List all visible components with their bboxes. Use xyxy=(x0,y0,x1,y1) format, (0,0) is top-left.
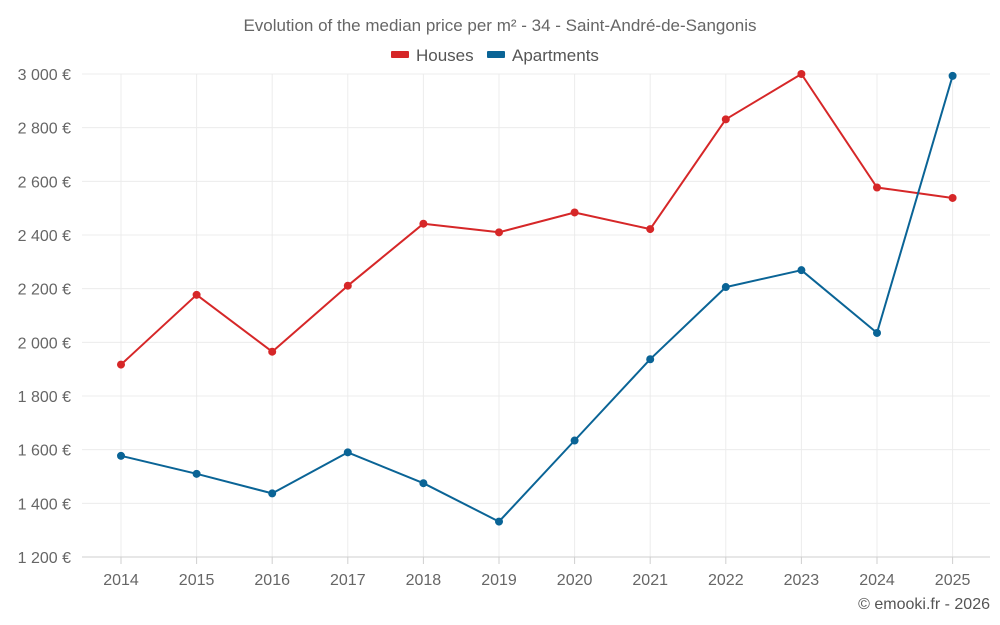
data-point-houses[interactable] xyxy=(873,183,881,192)
data-point-apartments[interactable] xyxy=(192,469,201,478)
x-tick-label: 2022 xyxy=(708,572,744,589)
x-tick-label: 2019 xyxy=(481,572,517,589)
y-tick-label: 1 800 € xyxy=(18,389,71,406)
chart-title: Evolution of the median price per m² - 3… xyxy=(243,16,756,35)
data-point-houses[interactable] xyxy=(797,70,806,78)
data-point-apartments[interactable] xyxy=(873,328,881,337)
legend-label-houses: Houses xyxy=(416,46,474,65)
data-point-houses[interactable] xyxy=(192,290,201,299)
y-tick-label: 1 200 € xyxy=(18,550,71,567)
y-tick-label: 2 000 € xyxy=(18,335,71,352)
y-tick-label: 2 800 € xyxy=(18,121,71,138)
data-point-apartments[interactable] xyxy=(797,266,806,275)
x-tick-label: 2014 xyxy=(103,572,139,589)
x-tick-label: 2023 xyxy=(784,572,820,589)
x-tick-label: 2024 xyxy=(859,572,895,589)
y-tick-label: 2 200 € xyxy=(18,282,71,299)
series-group xyxy=(117,70,957,526)
data-point-apartments[interactable] xyxy=(343,448,352,457)
x-tick-label: 2018 xyxy=(406,572,442,589)
legend-item-houses[interactable]: Houses xyxy=(391,46,474,65)
x-tick-label: 2021 xyxy=(632,572,668,589)
x-tick-label: 2025 xyxy=(935,572,971,589)
data-point-apartments[interactable] xyxy=(117,451,125,460)
series-houses xyxy=(117,70,957,369)
y-tick-label: 2 600 € xyxy=(18,174,71,191)
y-tick-label: 3 000 € xyxy=(18,67,71,84)
data-point-apartments[interactable] xyxy=(646,355,655,364)
data-point-apartments[interactable] xyxy=(570,436,579,445)
y-tick-label: 1 600 € xyxy=(18,443,71,460)
legend-item-apartments[interactable]: Apartments xyxy=(487,46,599,65)
data-point-houses[interactable] xyxy=(419,219,428,228)
y-tick-label: 1 400 € xyxy=(18,496,71,513)
credit-text: © emooki.fr - 2026 xyxy=(858,596,990,613)
y-tick-label: 2 400 € xyxy=(18,228,71,245)
x-tick-label: 2020 xyxy=(557,572,593,589)
data-point-apartments[interactable] xyxy=(268,489,277,498)
x-tick-label: 2016 xyxy=(254,572,290,589)
axes: 1 200 € 1 400 € 1 600 € 1 800 € 2 000 € 2 200… xyxy=(18,67,990,589)
data-point-apartments[interactable] xyxy=(419,479,428,488)
legend-swatch-houses xyxy=(391,51,409,58)
legend: Houses Apartments xyxy=(391,46,599,65)
gridlines xyxy=(82,73,990,557)
data-point-apartments[interactable] xyxy=(948,71,957,80)
data-point-houses[interactable] xyxy=(495,228,503,237)
x-tick-label: 2015 xyxy=(179,572,215,589)
series-line-apartments xyxy=(120,74,954,523)
data-point-houses[interactable] xyxy=(268,347,277,356)
data-point-apartments[interactable] xyxy=(495,517,503,526)
data-point-houses[interactable] xyxy=(570,208,579,217)
data-point-houses[interactable] xyxy=(948,193,957,202)
data-point-apartments[interactable] xyxy=(721,283,730,292)
x-tick-label: 2017 xyxy=(330,572,366,589)
legend-label-apartments: Apartments xyxy=(512,46,599,65)
legend-swatch-apartments xyxy=(487,51,505,58)
data-point-houses[interactable] xyxy=(343,281,352,290)
series-line-houses xyxy=(120,73,954,366)
data-point-houses[interactable] xyxy=(117,360,125,369)
series-apartments xyxy=(117,71,957,526)
data-point-houses[interactable] xyxy=(721,115,730,124)
data-point-houses[interactable] xyxy=(646,225,655,234)
